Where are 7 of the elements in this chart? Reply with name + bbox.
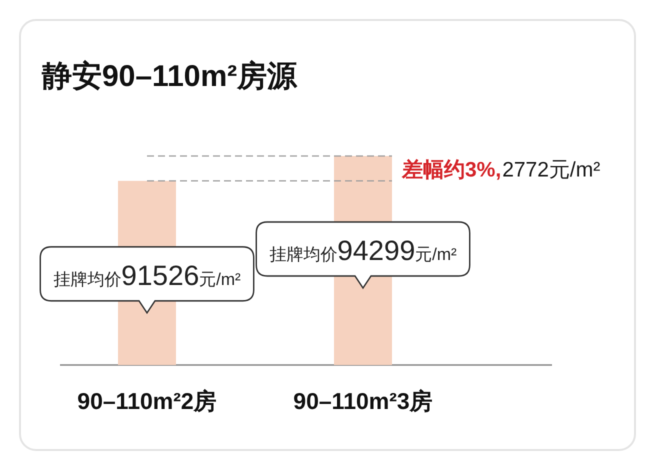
chart-title: 静安90–110m²房源 (41, 59, 298, 93)
x-tick-label: 90–110m²2房 (77, 388, 217, 414)
annotation: 差幅约3%, (401, 158, 502, 182)
data-label: 挂牌均价91526元/m² (53, 260, 242, 291)
annotation: 2772元/m² (502, 158, 600, 182)
x-tick-label: 90–110m²3房 (293, 388, 433, 414)
data-label: 挂牌均价94299元/m² (269, 235, 458, 266)
